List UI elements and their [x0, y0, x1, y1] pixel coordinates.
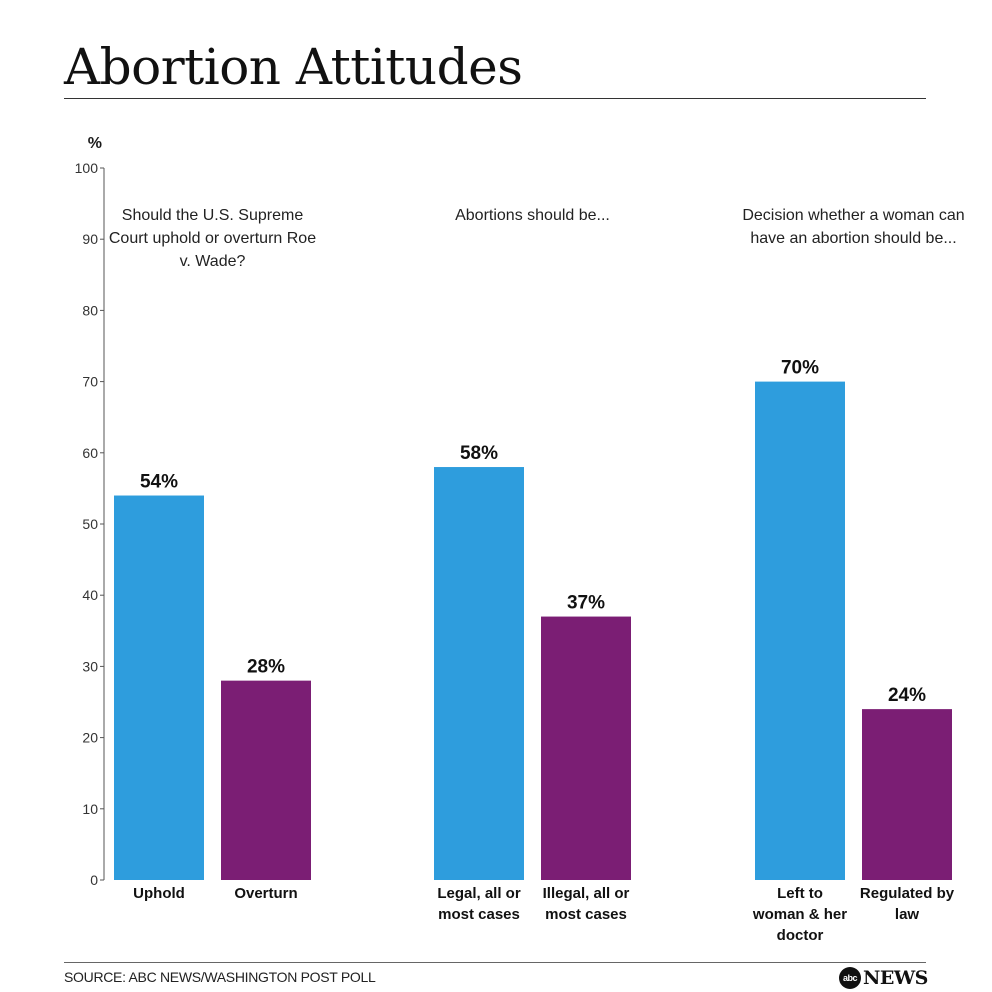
y-tick-label: 20: [82, 730, 98, 746]
footer-rule: [64, 962, 926, 963]
bar-value-label: 37%: [567, 593, 605, 614]
abc-logo-circle: abc: [839, 967, 861, 989]
category-label: most cases: [438, 906, 520, 923]
bar: [541, 616, 631, 880]
category-label: Regulated by: [860, 885, 955, 902]
category-label: Left to: [777, 885, 823, 902]
y-tick-label: 80: [82, 302, 98, 318]
bar-value-label: 24%: [888, 685, 926, 706]
category-label: Overturn: [234, 885, 297, 902]
y-tick-label: 100: [75, 160, 99, 176]
bar: [862, 709, 952, 880]
group-question: v. Wade?: [180, 253, 246, 270]
bar-chart: % 0 10 20 30 40 50 60 70 80 90 100 Should the U.S. S…: [75, 135, 965, 944]
group-question: Court uphold or overturn Roe: [109, 230, 316, 247]
bar-value-label: 58%: [460, 443, 498, 464]
category-label: Illegal, all or: [543, 885, 630, 902]
bar-value-label: 54%: [140, 472, 178, 493]
y-axis-label: %: [88, 135, 102, 152]
category-label: law: [895, 906, 920, 923]
bar-value-label: 70%: [781, 358, 819, 379]
title-rule: [64, 98, 926, 99]
group-question: have an abortion should be...: [750, 230, 956, 247]
group-question: Should the U.S. Supreme: [122, 207, 304, 224]
bar: [221, 680, 311, 880]
y-tick-label: 50: [82, 516, 98, 532]
y-tick-label: 60: [82, 445, 98, 461]
category-label: Legal, all or: [437, 885, 521, 902]
bar: [755, 381, 845, 880]
y-tick-label: 0: [90, 872, 98, 888]
source-note: SOURCE: ABC NEWS/WASHINGTON POST POLL: [64, 969, 376, 985]
y-tick-label: 30: [82, 658, 98, 674]
category-label: most cases: [545, 906, 627, 923]
chart-title: Abortion Attitudes: [64, 38, 523, 96]
category-label: Uphold: [133, 885, 185, 902]
bar-value-label: 28%: [247, 657, 285, 678]
bar: [434, 467, 524, 880]
category-label: doctor: [777, 927, 824, 944]
group-question: Abortions should be...: [455, 207, 610, 224]
bar: [114, 495, 204, 880]
y-tick-label: 40: [82, 587, 98, 603]
abc-news-logo: abc NEWS: [839, 966, 928, 990]
y-tick-label: 10: [82, 801, 98, 817]
category-label: woman & her: [752, 906, 847, 923]
group-question: Decision whether a woman can: [742, 207, 964, 224]
y-tick-label: 90: [82, 231, 98, 247]
y-tick-label: 70: [82, 374, 98, 390]
news-logo-text: NEWS: [863, 967, 928, 989]
